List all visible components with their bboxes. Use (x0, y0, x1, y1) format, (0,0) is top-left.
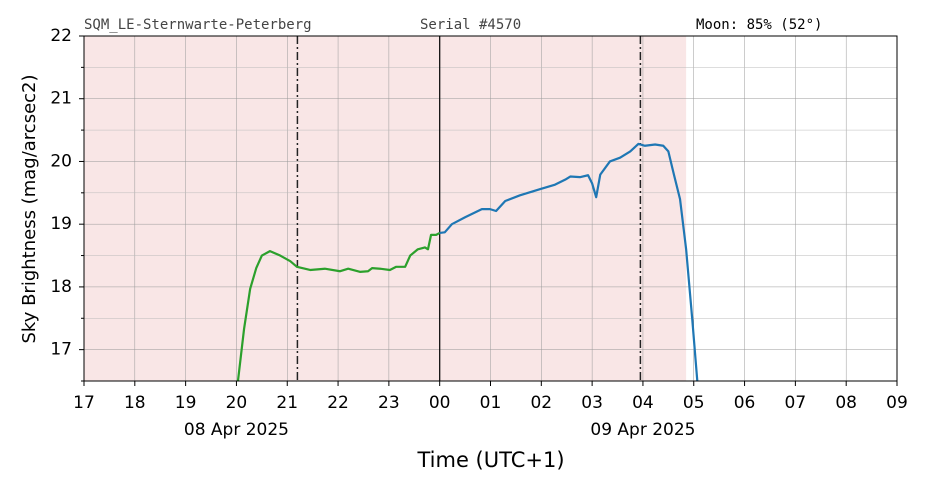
y-tick-label: 21 (50, 89, 72, 109)
date-label: 09 Apr 2025 (590, 420, 695, 440)
x-tick-label: 06 (734, 393, 756, 413)
x-tick-label: 03 (581, 393, 603, 413)
x-tick-label: 23 (378, 393, 400, 413)
y-tick-label: 18 (50, 277, 72, 297)
brightness-line (236, 231, 441, 382)
brightness-line (439, 142, 699, 382)
date-label: 08 Apr 2025 (184, 420, 289, 440)
x-tick-label: 22 (327, 393, 349, 413)
night-shade (84, 36, 687, 381)
x-tick-label: 21 (276, 393, 298, 413)
y-tick-label: 20 (50, 151, 72, 171)
x-tick-label: 05 (683, 393, 705, 413)
x-tick-label: 04 (632, 393, 654, 413)
x-tick-label: 08 (835, 393, 857, 413)
station-name: SQM_LE-Sternwarte-Peterberg (84, 17, 312, 33)
x-axis-label: Time (UTC+1) (416, 448, 564, 472)
x-tick-label: 19 (175, 393, 197, 413)
x-tick-label: 17 (73, 393, 95, 413)
y-tick-label: 22 (50, 26, 72, 46)
x-tick-label: 20 (226, 393, 248, 413)
serial: Serial #4570 (420, 17, 521, 33)
x-tick-label: 09 (886, 393, 908, 413)
x-tick-label: 02 (530, 393, 552, 413)
y-tick-label: 19 (50, 214, 72, 234)
moon-info: Moon: 85% (52°) (696, 17, 822, 33)
x-tick-label: 00 (429, 393, 451, 413)
x-tick-label: 18 (124, 393, 146, 413)
plot-frame (83, 35, 898, 382)
x-tick-label: 01 (480, 393, 502, 413)
y-tick-label: 17 (50, 340, 72, 360)
y-axis-label: Sky Brightness (mag/arcsec2) (19, 74, 40, 343)
x-tick-label: 07 (785, 393, 807, 413)
